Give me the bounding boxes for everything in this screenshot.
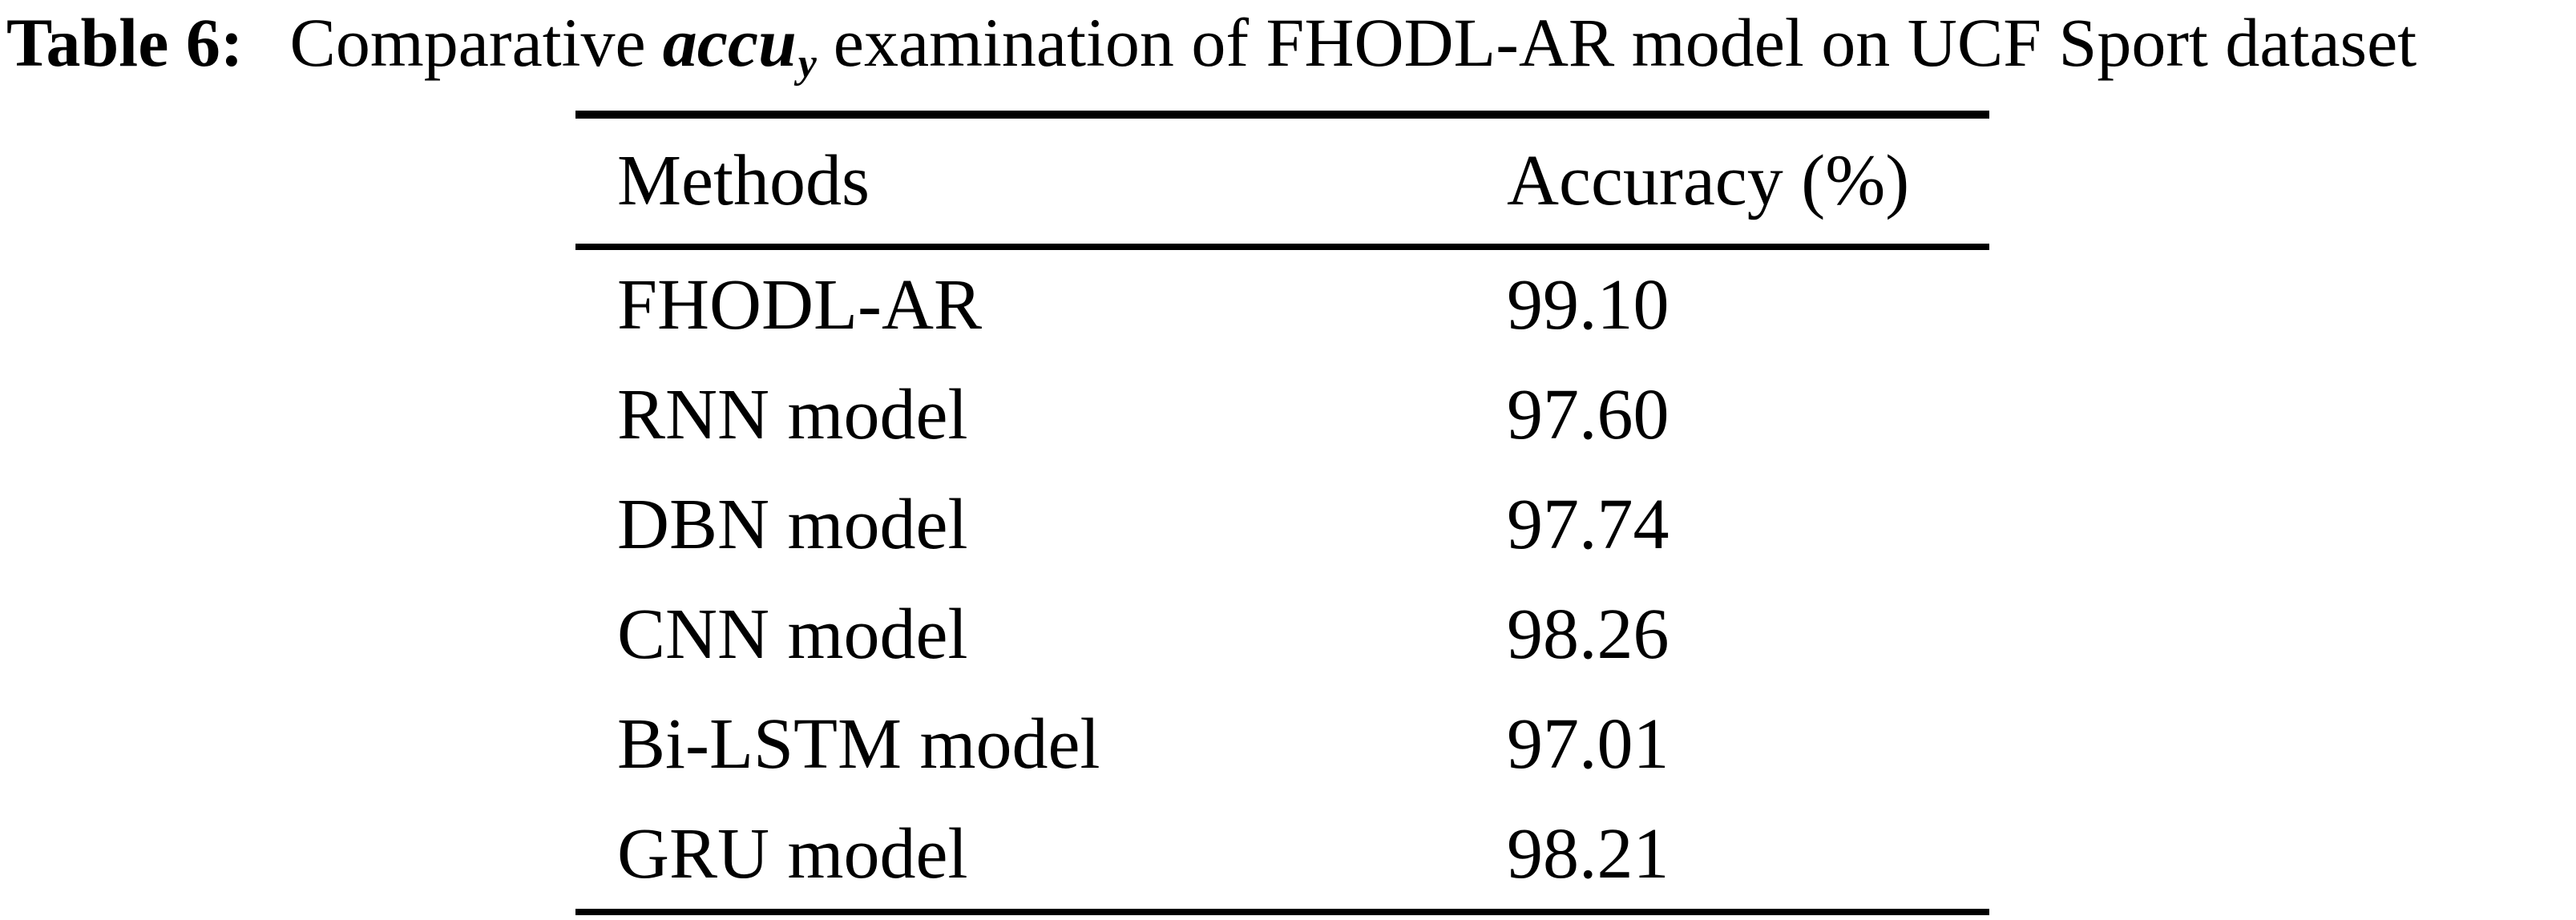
table-header-rule — [575, 244, 1989, 250]
table-caption-text-before: Comparative — [289, 4, 646, 81]
accuracy-cell: 97.01 — [1507, 704, 1670, 784]
method-cell: Bi-LSTM model — [617, 704, 1100, 784]
method-cell: FHODL-AR — [617, 264, 983, 345]
method-cell: RNN model — [617, 374, 968, 454]
results-table: Methods Accuracy (%) FHODL-AR 99.10 RNN … — [575, 111, 1989, 915]
method-cell: DBN model — [617, 484, 968, 564]
accuracy-cell: 98.26 — [1507, 594, 1670, 674]
table-caption: Table 6: Comparative accuy examination of F… — [6, 0, 2576, 91]
table-row: RNN model 97.60 — [575, 360, 1989, 470]
accuracy-cell: 98.21 — [1507, 813, 1670, 894]
method-cell: GRU model — [617, 813, 968, 894]
accuracy-cell: 97.74 — [1507, 484, 1670, 564]
table-caption-text-after: examination of FHODL-AR model on UCF Spo… — [833, 4, 2417, 81]
table-caption-metric: accu — [662, 4, 797, 81]
table-row: FHODL-AR 99.10 — [575, 250, 1989, 360]
table-row: DBN model 97.74 — [575, 470, 1989, 579]
table-top-rule — [575, 111, 1989, 119]
table-caption-number: Table 6: — [6, 4, 244, 81]
table-row: Bi-LSTM model 97.01 — [575, 689, 1989, 799]
table-row: CNN model 98.26 — [575, 579, 1989, 689]
table-caption-metric-subscript: y — [797, 41, 817, 87]
accuracy-cell: 97.60 — [1507, 374, 1670, 454]
column-header-accuracy: Accuracy (%) — [1507, 141, 1910, 220]
method-cell: CNN model — [617, 594, 968, 674]
table-row: GRU model 98.21 — [575, 799, 1989, 909]
table-bottom-rule — [575, 909, 1989, 915]
table-header-row: Methods Accuracy (%) — [575, 119, 1989, 244]
accuracy-cell: 99.10 — [1507, 264, 1670, 345]
column-header-methods: Methods — [617, 141, 870, 220]
